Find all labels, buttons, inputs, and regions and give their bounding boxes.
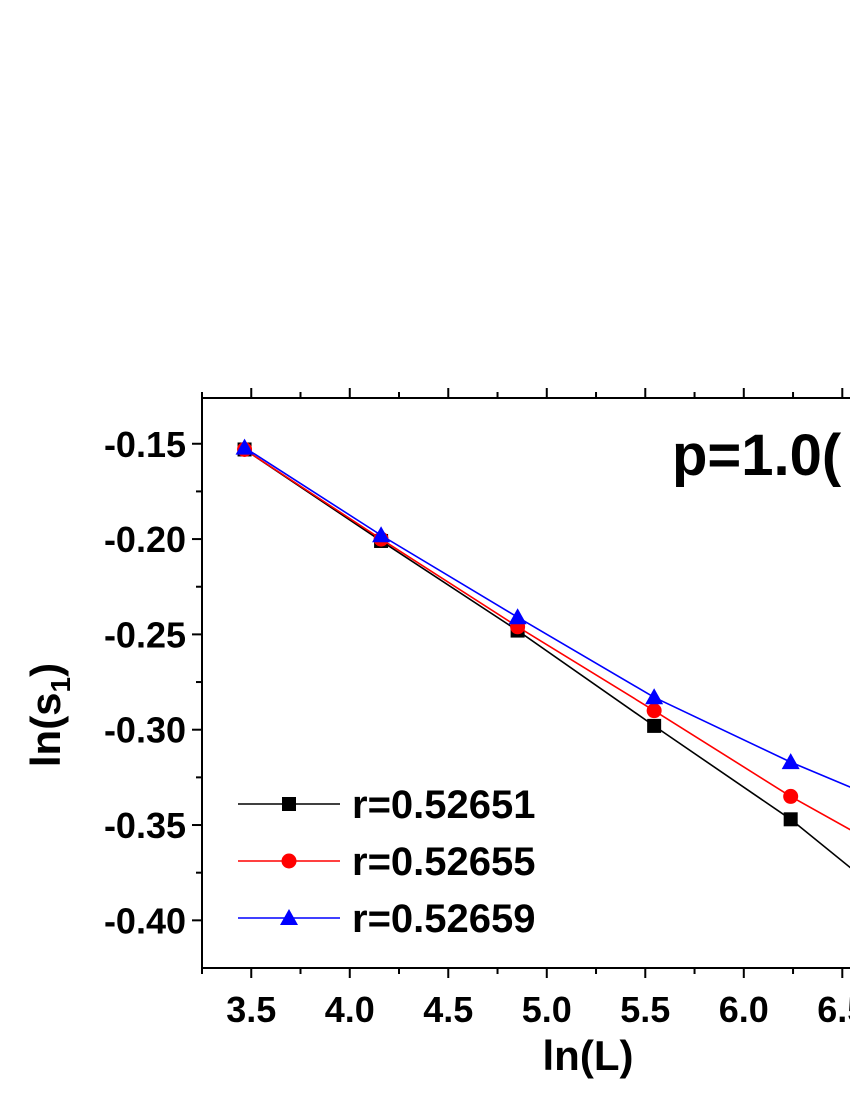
data-point-series-2 [646, 703, 662, 719]
legend-marker-2 [281, 853, 297, 869]
data-point-series-3 [235, 438, 254, 455]
y-axis-title-close: ) [22, 663, 69, 677]
x-tick-label: 4.5 [423, 989, 473, 1030]
data-point-series-3 [645, 688, 664, 705]
data-point-series-1 [647, 718, 662, 733]
x-tick-label: 5.5 [620, 989, 670, 1030]
legend: r=0.52651 r=0.52655 r=0.52659 [238, 783, 536, 941]
legend-marker-1 [282, 797, 296, 811]
x-tick-label: 6.0 [719, 989, 769, 1030]
y-axis-title-main: ln(s [22, 692, 69, 767]
x-tick-label: 3.5 [226, 989, 276, 1030]
y-axis-title-subscript: 1 [45, 677, 76, 693]
y-tick-label: -0.25 [104, 614, 186, 655]
legend-marker-3 [280, 909, 298, 925]
y-tick-label: -0.30 [104, 710, 186, 751]
legend-label-2: r=0.52655 [352, 840, 536, 884]
x-tick-labels: 3.5 4.0 4.5 5.0 5.5 6.0 6.5 [226, 989, 850, 1030]
annotation: p=1.0( [672, 423, 842, 488]
y-tick-label: -0.40 [104, 900, 186, 941]
data-point-series-2 [783, 788, 799, 804]
series-line-1 [244, 448, 850, 869]
data-point-series-3 [508, 608, 527, 625]
x-tick-label: 6.5 [817, 989, 850, 1030]
y-tick-label: -0.15 [104, 424, 186, 465]
series-line-3 [244, 446, 850, 788]
y-axis-title: ln(s1) [22, 663, 76, 767]
y-tick-label: -0.20 [104, 519, 186, 560]
data-point-series-3 [372, 526, 391, 543]
y-tick-labels: -0.15 -0.20 -0.25 -0.30 -0.35 -0.40 [104, 424, 186, 942]
x-tick-label: 5.0 [522, 989, 572, 1030]
legend-label-1: r=0.52651 [352, 783, 536, 827]
x-axis-title: ln(L) [543, 1032, 634, 1079]
x-tick-label: 4.0 [325, 989, 375, 1030]
y-tick-label: -0.35 [104, 805, 186, 846]
data-point-series-1 [783, 812, 798, 827]
series-group [235, 438, 850, 869]
legend-label-3: r=0.52659 [352, 897, 536, 941]
series-line-2 [244, 448, 850, 831]
plot-frame [201, 397, 850, 969]
data-point-series-3 [781, 753, 800, 770]
